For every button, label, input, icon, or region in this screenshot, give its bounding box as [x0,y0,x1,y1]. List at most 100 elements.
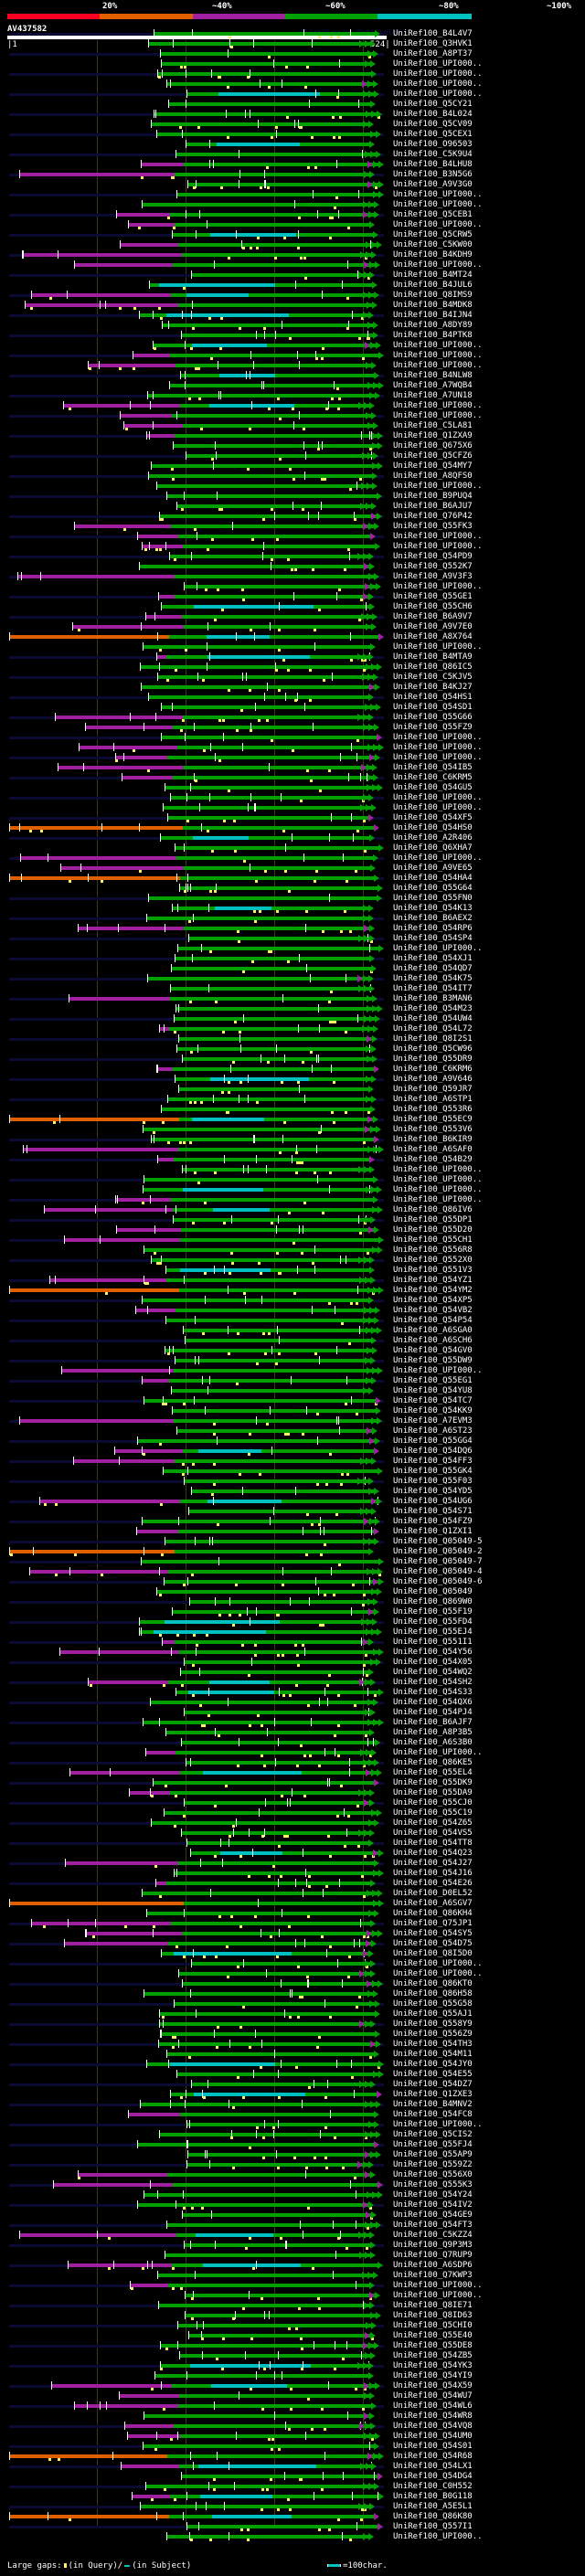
hit-accession-label[interactable]: UniRef100_Q54UG6 [393,1497,473,1506]
hit-accession-label[interactable]: UniRef100_Q552X0 [393,1256,473,1265]
alignment-row[interactable]: UniRef100_Q553R6 [0,1105,585,1115]
hit-accession-label[interactable]: UniRef100_UPI000.. [393,944,483,953]
alignment-row[interactable]: UniRef100_UPI000.. [0,582,585,592]
alignment-row[interactable]: UniRef100_Q54UW4 [0,1014,585,1024]
hit-accession-label[interactable]: UniRef100_UPI000.. [393,260,483,270]
hit-accession-label[interactable]: UniRef100_Q55FZ9 [393,723,473,732]
hit-accession-label[interactable]: UniRef100_UPI000.. [393,341,483,350]
hit-accession-label[interactable]: UniRef100_Q86IC5 [393,663,473,672]
hit-accession-label[interactable]: UniRef100_A6SGA0 [393,1326,473,1335]
hit-accession-label[interactable]: UniRef100_Q05049-6 [393,1577,483,1586]
alignment-row[interactable]: UniRef100_Q55F19 [0,1607,585,1617]
hit-accession-label[interactable]: UniRef100_B4NLW8 [393,371,473,380]
alignment-row[interactable]: UniRef100_Q54M11 [0,2050,585,2060]
hit-accession-label[interactable]: UniRef100_A8X764 [393,632,473,641]
hit-accession-label[interactable]: UniRef100_Q559Z2 [393,2160,473,2169]
hit-accession-label[interactable]: UniRef100_UPI000.. [393,753,483,762]
hit-accession-label[interactable]: UniRef100_Q54PJ4 [393,1708,473,1717]
alignment-row[interactable]: UniRef100_Q675X6 [0,441,585,451]
alignment-row[interactable]: UniRef100_Q55GK4 [0,1467,585,1477]
alignment-row[interactable]: UniRef100_Q86KH4 [0,1909,585,1919]
hit-accession-label[interactable]: UniRef100_Q54HS0 [393,823,473,832]
alignment-row[interactable]: UniRef100_UPI000.. [0,532,585,542]
hit-accession-label[interactable]: UniRef100_Q55GK4 [393,1467,473,1476]
alignment-row[interactable]: UniRef100_Q05049-5 [0,1537,585,1547]
hit-accession-label[interactable]: UniRef100_A7EVM3 [393,1416,473,1426]
hit-accession-label[interactable]: UniRef100_A6STP1 [393,1095,473,1104]
alignment-row[interactable]: UniRef100_Q55D20 [0,1225,585,1235]
alignment-row[interactable]: UniRef100_Q54SP4 [0,934,585,944]
hit-accession-label[interactable]: UniRef100_A6SAF0 [393,1145,473,1154]
hit-accession-label[interactable]: UniRef100_A8QFS0 [393,472,473,481]
hit-accession-label[interactable]: UniRef100_Q55DE8 [393,2341,473,2350]
hit-accession-label[interactable]: UniRef100_A6SDP6 [393,2261,473,2270]
hit-accession-label[interactable]: UniRef100_Q54DQ6 [393,1447,473,1456]
hit-accession-label[interactable]: UniRef100_Q55F19 [393,1607,473,1617]
alignment-row[interactable]: UniRef100_Q55DP1 [0,1215,585,1225]
hit-accession-label[interactable]: UniRef100_Q54FC8 [393,2110,473,2119]
hit-accession-label[interactable]: UniRef100_Q55D20 [393,1225,473,1235]
alignment-row[interactable]: UniRef100_Q54MY7 [0,461,585,472]
hit-accession-label[interactable]: UniRef100_B6KIR9 [393,1135,473,1144]
hit-accession-label[interactable]: UniRef100_Q553V6 [393,1125,473,1134]
alignment-row[interactable]: UniRef100_Q54WU7 [0,2391,585,2401]
alignment-row[interactable]: UniRef100_UPI000.. [0,1366,585,1376]
hit-accession-label[interactable]: UniRef100_Q54XJ1 [393,954,473,963]
alignment-row[interactable]: UniRef100_Q55EG1 [0,1376,585,1386]
hit-accession-label[interactable]: UniRef100_Q54Y56 [393,1648,473,1657]
alignment-row[interactable]: UniRef100_Q54ZB5 [0,2351,585,2361]
hit-accession-label[interactable]: UniRef100_Q54YM2 [393,1286,473,1295]
hit-accession-label[interactable]: UniRef100_Q55FD4 [393,1617,473,1627]
alignment-row[interactable]: UniRef100_Q54VQ8 [0,2422,585,2432]
hit-accession-label[interactable]: UniRef100_A9V7E0 [393,622,473,631]
hit-accession-label[interactable]: UniRef100_Q54X05 [393,1658,473,1667]
alignment-row[interactable]: UniRef100_C5KZZ4 [0,2231,585,2241]
alignment-row[interactable]: UniRef100_Q55DE8 [0,2341,585,2351]
hit-accession-label[interactable]: UniRef100_Q59JR7 [393,1085,473,1094]
alignment-row[interactable]: UniRef100_Q6XHA7 [0,843,585,853]
hit-accession-label[interactable]: UniRef100_Q5CHI0 [393,2321,473,2330]
alignment-row[interactable]: UniRef100_Q55AP9 [0,2150,585,2160]
alignment-row[interactable]: UniRef100_Q54HS0 [0,823,585,833]
hit-accession-label[interactable]: UniRef100_Q54R68 [393,2452,473,2461]
hit-accession-label[interactable]: UniRef100_Q55AP9 [393,2150,473,2159]
alignment-row[interactable]: UniRef100_Q05049-4 [0,1567,585,1577]
alignment-row[interactable]: UniRef100_Q86KE5 [0,1758,585,1768]
alignment-row[interactable]: UniRef100_Q553V6 [0,1125,585,1135]
hit-accession-label[interactable]: UniRef100_Q556Z9 [393,2030,473,2039]
hit-accession-label[interactable]: UniRef100_Q54GU5 [393,783,473,792]
hit-accession-label[interactable]: UniRef100_UPI000.. [393,743,483,752]
hit-accession-label[interactable]: UniRef100_UPI000.. [393,59,483,69]
alignment-row[interactable]: UniRef100_A8X764 [0,632,585,642]
hit-accession-label[interactable]: UniRef100_Q54WR8 [393,2412,473,2421]
hit-accession-label[interactable]: UniRef100_Q54TC7 [393,1396,473,1405]
alignment-row[interactable]: UniRef100_Q556R8 [0,1246,585,1256]
alignment-row[interactable]: UniRef100_A2R406 [0,833,585,843]
alignment-row[interactable]: UniRef100_Q556Z9 [0,2030,585,2040]
hit-accession-label[interactable]: UniRef100_Q54JY0 [393,2060,473,2069]
hit-accession-label[interactable]: UniRef100_Q54M11 [393,2050,473,2059]
hit-accession-label[interactable]: UniRef100_Q86KH4 [393,1909,473,1918]
hit-accession-label[interactable]: UniRef100_Q55G58 [393,1999,473,2009]
hit-accession-label[interactable]: UniRef100_A6S3B0 [393,1738,473,1747]
alignment-row[interactable]: UniRef100_UPI000.. [0,482,585,492]
hit-accession-label[interactable]: UniRef100_UPI000.. [393,2281,483,2290]
alignment-row[interactable]: UniRef100_Q54Z65 [0,1818,585,1829]
alignment-row[interactable]: UniRef100_Q54KK9 [0,1406,585,1416]
hit-accession-label[interactable]: UniRef100_Q55DW9 [393,1356,473,1365]
hit-accession-label[interactable]: UniRef100_Q8ID63 [393,2311,473,2320]
alignment-row[interactable]: UniRef100_Q54S33 [0,1688,585,1698]
hit-accession-label[interactable]: UniRef100_Q54FT3 [393,2221,473,2230]
alignment-row[interactable]: UniRef100_Q54Y56 [0,1648,585,1658]
alignment-row[interactable]: UniRef100_Q55G66 [0,713,585,723]
alignment-row[interactable]: UniRef100_A5E5L1 [0,2502,585,2512]
alignment-row[interactable]: UniRef100_Q86IC5 [0,663,585,673]
alignment-row[interactable]: UniRef100_Q7RUP9 [0,2251,585,2261]
alignment-row[interactable]: UniRef100_Q54PD9 [0,552,585,562]
hit-accession-label[interactable]: UniRef100_UPI000.. [393,411,483,420]
alignment-row[interactable]: UniRef100_Q54UG6 [0,1497,585,1507]
hit-accession-label[interactable]: UniRef100_C5KJV5 [393,673,473,682]
hit-accession-label[interactable]: UniRef100_B3N5G6 [393,170,473,179]
hit-accession-label[interactable]: UniRef100_Q869W0 [393,1597,473,1606]
hit-accession-label[interactable]: UniRef100_UPI000.. [393,361,483,370]
